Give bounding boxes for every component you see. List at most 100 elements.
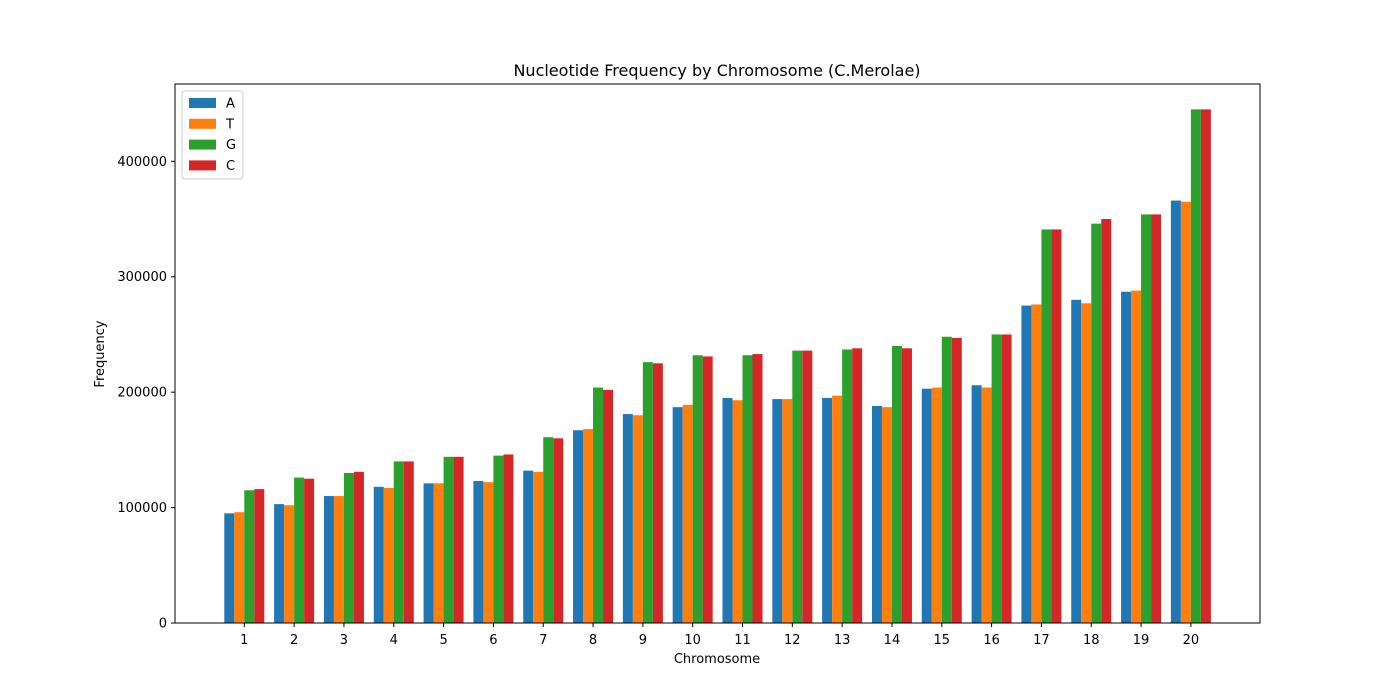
bar-A-12	[772, 399, 783, 623]
bar-A-4	[373, 486, 384, 623]
x-axis-label: Chromosome	[674, 652, 760, 667]
bar-C-2	[304, 478, 315, 623]
bar-C-19	[1151, 214, 1162, 624]
bar-C-9	[652, 363, 663, 623]
bar-T-4	[383, 487, 394, 623]
bar-C-16	[1001, 334, 1012, 623]
bar-C-18	[1101, 219, 1112, 624]
bar-G-10	[692, 355, 703, 623]
bar-A-2	[274, 504, 285, 623]
x-tick-label: 11	[734, 633, 751, 648]
bar-A-6	[473, 481, 484, 623]
bar-A-20	[1170, 200, 1181, 623]
bar-T-11	[732, 400, 743, 623]
legend-label-C: C	[226, 159, 235, 174]
legend-swatch-G	[189, 139, 216, 150]
bar-G-5	[443, 456, 454, 623]
bar-A-19	[1121, 291, 1132, 623]
x-tick-label: 8	[589, 633, 597, 648]
bar-T-8	[583, 429, 594, 623]
legend-label-G: G	[226, 138, 236, 153]
bar-T-13	[832, 395, 843, 623]
bar-A-17	[1021, 305, 1032, 623]
bar-C-4	[403, 461, 414, 623]
bar-C-6	[503, 454, 514, 623]
x-tick-label: 16	[983, 633, 1000, 648]
bar-T-10	[682, 404, 693, 623]
bar-A-5	[423, 483, 434, 623]
x-tick-label: 15	[934, 633, 951, 648]
bar-T-5	[433, 483, 444, 623]
bar-A-15	[921, 388, 932, 623]
bar-A-13	[822, 397, 833, 623]
bar-G-3	[343, 472, 354, 623]
x-tick-label: 13	[834, 633, 851, 648]
x-ticks-group: 1 2 3 4 5 6 7 8 9 10 11 12 13 14 15 16 17 18 19 20	[240, 623, 1199, 648]
bar-A-7	[523, 470, 534, 623]
bar-T-2	[284, 505, 295, 623]
bar-C-20	[1200, 109, 1211, 623]
bar-C-13	[852, 348, 863, 623]
bar-G-15	[941, 336, 952, 623]
bar-C-17	[1051, 229, 1062, 623]
bar-C-11	[752, 354, 763, 623]
bar-A-14	[871, 406, 882, 623]
bar-A-10	[672, 407, 683, 623]
plot-frame	[174, 83, 1261, 624]
bar-G-18	[1091, 223, 1102, 623]
legend-label-A: A	[226, 97, 235, 112]
bar-A-11	[722, 397, 733, 623]
x-tick-label: 19	[1133, 633, 1150, 648]
bar-A-18	[1071, 299, 1082, 623]
bar-G-20	[1190, 109, 1201, 623]
legend-swatch-C	[189, 160, 216, 171]
bar-A-9	[622, 414, 633, 623]
bar-T-20	[1180, 201, 1191, 624]
bar-T-14	[881, 407, 892, 623]
y-tick-label: 300000	[117, 270, 167, 285]
bar-T-3	[333, 496, 344, 623]
chart-title: Nucleotide Frequency by Chromosome (C.Me…	[513, 61, 920, 80]
y-tick-label: 0	[159, 617, 167, 632]
bar-G-8	[593, 387, 604, 623]
bar-G-7	[543, 437, 554, 623]
x-tick-label: 14	[884, 633, 901, 648]
bar-G-9	[642, 362, 653, 623]
legend-swatch-A	[189, 98, 216, 108]
bar-C-3	[353, 471, 364, 623]
bar-C-5	[453, 456, 464, 623]
bar-C-10	[702, 356, 713, 623]
bar-G-13	[842, 349, 853, 623]
x-tick-label: 1	[240, 633, 248, 648]
x-tick-label: 18	[1083, 633, 1100, 648]
x-tick-label: 3	[340, 633, 348, 648]
bar-T-15	[931, 387, 942, 623]
bar-G-19	[1141, 214, 1152, 624]
bar-C-8	[603, 389, 614, 623]
bar-G-2	[294, 477, 305, 623]
bars-group	[224, 109, 1211, 624]
y-ticks-group: 0 100000 200000 300000 400000	[117, 155, 175, 632]
bar-G-11	[742, 355, 753, 623]
bar-G-14	[891, 346, 902, 623]
bar-C-15	[951, 337, 962, 623]
x-tick-label: 10	[684, 633, 701, 648]
bar-T-7	[533, 471, 544, 623]
legend-box	[181, 90, 244, 180]
x-tick-label: 2	[290, 633, 298, 648]
bar-T-19	[1131, 290, 1142, 623]
x-tick-label: 17	[1033, 633, 1050, 648]
bar-A-8	[573, 430, 584, 623]
legend-label-T: T	[225, 117, 234, 132]
y-axis-label: Frequency	[93, 320, 108, 387]
x-tick-label: 5	[439, 633, 447, 648]
bar-T-1	[234, 512, 245, 623]
bar-A-3	[323, 496, 334, 623]
y-tick-label: 200000	[117, 386, 167, 401]
bar-G-17	[1041, 229, 1052, 623]
bar-T-17	[1031, 304, 1042, 623]
bar-C-1	[254, 489, 265, 623]
x-tick-label: 12	[784, 633, 801, 648]
bar-A-16	[971, 385, 982, 623]
bar-T-18	[1081, 303, 1092, 623]
